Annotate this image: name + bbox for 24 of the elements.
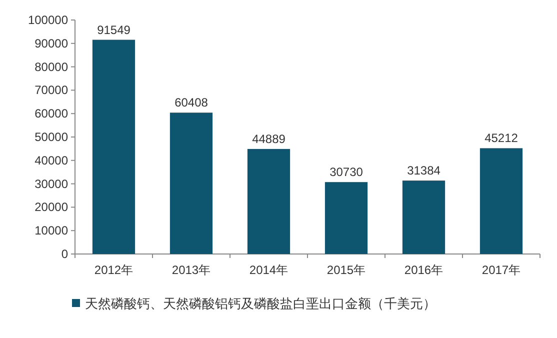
- y-tick-label: 30000: [34, 176, 68, 191]
- data-label: 31384: [407, 164, 441, 178]
- legend-label: 天然磷酸钙、天然磷酸铝钙及磷酸盐白垩出口金额（千美元）: [85, 296, 436, 311]
- x-tick-label: 2017年: [482, 263, 521, 277]
- y-tick-label: 0: [61, 247, 68, 261]
- x-tick-label: 2012年: [94, 263, 134, 277]
- y-tick-label: 50000: [34, 130, 68, 144]
- data-label: 91549: [97, 22, 131, 37]
- y-tick-label: 10000: [34, 224, 68, 238]
- y-tick-label: 100000: [28, 13, 68, 27]
- y-tick-label: 40000: [34, 153, 68, 168]
- data-label: 60408: [174, 96, 208, 110]
- y-tick-label: 20000: [34, 200, 68, 214]
- x-tick-label: 2014年: [249, 263, 288, 277]
- data-label: 44889: [252, 132, 286, 146]
- x-tick-label: 2015年: [326, 263, 366, 277]
- x-tick-label: 2013年: [172, 263, 211, 277]
- y-tick-label: 60000: [34, 106, 68, 121]
- data-label: 30730: [330, 165, 364, 180]
- y-tick-label: 70000: [34, 83, 68, 98]
- y-tick-label: 80000: [34, 60, 68, 74]
- data-label: 45212: [484, 131, 518, 146]
- x-tick-label: 2016年: [404, 263, 444, 277]
- y-tick-label: 90000: [34, 36, 68, 50]
